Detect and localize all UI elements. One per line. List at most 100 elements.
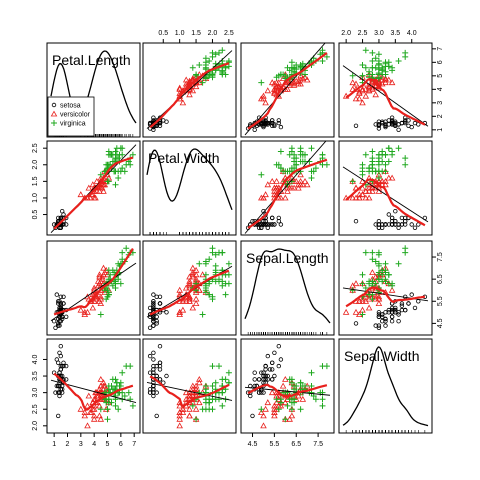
point-versicolor — [179, 99, 187, 106]
y-tick-label: 2.0 — [32, 160, 39, 170]
point-versicolor — [279, 382, 287, 389]
point-versicolor — [186, 280, 193, 287]
point-virginica — [216, 49, 222, 56]
point-virginica — [225, 369, 232, 376]
point-virginica — [97, 171, 104, 178]
point-setosa — [261, 222, 266, 227]
y-tick-label: 5 — [437, 74, 444, 78]
point-virginica — [112, 155, 119, 162]
point-setosa — [386, 212, 391, 217]
point-versicolor — [352, 80, 360, 87]
point-virginica — [385, 158, 392, 165]
point-virginica — [196, 62, 203, 68]
variable-label-sepal-length: Sepal.Length — [246, 250, 329, 266]
point-virginica — [209, 363, 216, 370]
x-tick-label: 5 — [106, 441, 110, 448]
point-setosa — [376, 218, 382, 224]
point-versicolor — [365, 83, 373, 90]
point-versicolor — [372, 184, 379, 191]
point-virginica — [291, 66, 298, 73]
point-versicolor — [295, 80, 302, 87]
smoother-line — [149, 62, 230, 129]
point-virginica — [375, 161, 382, 168]
point-setosa — [270, 118, 275, 123]
point-setosa — [276, 218, 281, 224]
panel-frame — [240, 140, 335, 236]
point-virginica — [302, 71, 308, 78]
y-tick-label: 1.0 — [32, 193, 39, 203]
x-axis-sepal-width: 2.0 2.5 3.0 3.5 4.0 — [341, 30, 417, 43]
point-versicolor — [273, 177, 280, 184]
point-virginica — [302, 158, 308, 165]
panel-frame — [240, 42, 335, 138]
point-setosa — [278, 124, 284, 130]
smoother-line — [345, 77, 426, 126]
point-versicolor — [85, 392, 93, 399]
point-versicolor — [262, 191, 269, 198]
point-versicolor — [365, 84, 373, 91]
point-setosa — [256, 122, 262, 127]
point-versicolor — [192, 300, 200, 307]
point-setosa — [58, 344, 63, 349]
point-setosa — [61, 294, 66, 299]
point-setosa — [54, 383, 59, 389]
point-versicolor — [90, 415, 98, 422]
point-setosa — [270, 120, 275, 126]
point-virginica — [129, 402, 136, 409]
point-versicolor — [359, 85, 366, 92]
y-tick-label: 3.5 — [32, 371, 39, 381]
point-virginica — [312, 165, 319, 172]
point-virginica — [297, 379, 304, 386]
point-virginica — [119, 256, 126, 263]
point-virginica — [119, 145, 126, 152]
x-tick-label: 2 — [66, 441, 70, 448]
y-tick-label: 1 — [437, 128, 444, 132]
point-virginica — [206, 58, 213, 64]
panel-frame — [142, 42, 237, 138]
point-virginica — [209, 296, 216, 303]
point-virginica — [109, 282, 116, 289]
point-setosa — [393, 123, 398, 128]
point-versicolor — [271, 402, 278, 409]
point-virginica — [277, 399, 284, 406]
point-virginica — [286, 151, 293, 158]
point-versicolor — [271, 80, 278, 87]
point-virginica — [129, 151, 136, 158]
panel-frame — [338, 42, 433, 138]
point-virginica — [115, 175, 122, 181]
point-setosa — [373, 222, 378, 227]
point-versicolor — [192, 271, 200, 278]
point-versicolor — [365, 184, 373, 191]
point-setosa — [265, 225, 270, 230]
point-virginica — [117, 280, 124, 287]
point-versicolor — [290, 81, 298, 88]
point-virginica — [202, 66, 209, 73]
point-versicolor — [89, 304, 97, 311]
point-versicolor — [94, 282, 102, 289]
panel-frame — [142, 140, 237, 236]
point-virginica — [105, 267, 112, 274]
panel-sepal-length-vs-petal-length — [46, 240, 141, 336]
point-versicolor — [186, 282, 193, 289]
panel-sepal-length-vs-petal-width — [142, 240, 237, 336]
point-setosa — [60, 208, 65, 214]
point-versicolor — [356, 297, 363, 304]
point-virginica — [359, 165, 366, 172]
point-versicolor — [189, 392, 197, 399]
point-setosa — [56, 323, 61, 328]
point-versicolor — [189, 385, 197, 392]
point-setosa — [151, 357, 156, 362]
panel-frame — [142, 338, 237, 434]
point-virginica — [273, 74, 280, 81]
variable-label-petal-width: Petal.Width — [148, 150, 220, 166]
point-versicolor — [260, 422, 267, 429]
point-virginica — [375, 175, 382, 181]
point-versicolor — [77, 405, 85, 412]
panel-petal-length-vs-petal-width — [142, 42, 237, 138]
point-setosa — [56, 299, 61, 304]
point-versicolor — [297, 76, 304, 83]
point-versicolor — [284, 187, 291, 194]
point-virginica — [369, 280, 376, 287]
point-setosa — [383, 319, 388, 324]
point-versicolor — [382, 177, 389, 184]
